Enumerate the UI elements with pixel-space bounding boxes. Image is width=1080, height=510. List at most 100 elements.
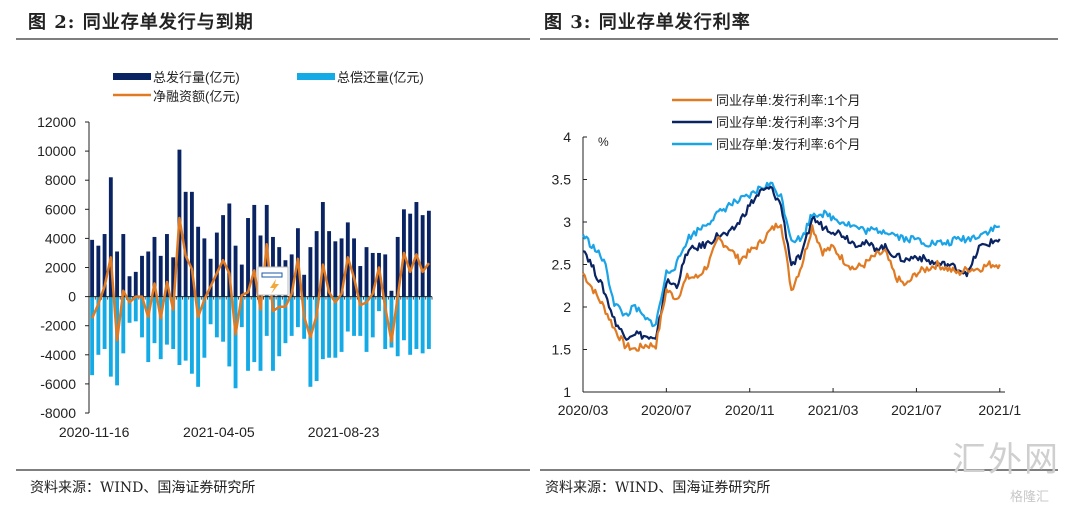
issue-bar	[239, 264, 244, 297]
issue-bar	[140, 255, 144, 297]
rate-line-1m	[582, 222, 1001, 352]
issue-bar	[314, 231, 319, 297]
repay-bar	[333, 296, 338, 358]
rate-line-3m	[582, 185, 1001, 341]
repay-bar	[289, 296, 294, 336]
repay-bar	[383, 296, 388, 349]
repay-bar	[264, 296, 269, 336]
y-tick-label: 12000	[37, 114, 76, 130]
y-tick-label: 8000	[45, 172, 76, 188]
repay-bar	[420, 296, 425, 354]
issue-bar	[289, 254, 294, 297]
repay-bar	[327, 296, 332, 358]
repay-bar	[389, 296, 394, 348]
repay-bar	[295, 296, 300, 328]
x-tick-label: 2021/07	[891, 402, 942, 418]
issue-bar	[221, 215, 226, 297]
repay-bar	[183, 296, 188, 361]
badge-icon-bar	[261, 272, 283, 278]
issue-bar	[302, 274, 307, 297]
repay-bar	[402, 296, 406, 341]
y-tick-label: 4000	[45, 230, 76, 246]
title-rule-right	[540, 38, 1058, 40]
repay-bar	[345, 296, 350, 332]
repay-bar	[277, 296, 282, 357]
repay-bar	[308, 296, 313, 387]
issue-bar	[358, 266, 363, 297]
issue-bar	[420, 215, 425, 297]
y-tick-label: -4000	[40, 347, 76, 363]
issue-bar	[165, 234, 169, 297]
issue-bar	[333, 241, 338, 297]
y-tick-label: 1.5	[552, 342, 572, 358]
watermark: 汇外网	[952, 440, 1060, 480]
repay-bar	[339, 296, 344, 352]
issue-bar	[233, 245, 238, 297]
repay-bar	[202, 296, 207, 358]
issue-bar	[383, 254, 388, 297]
issue-bar	[408, 213, 413, 297]
repay-bar	[140, 296, 144, 338]
repay-bar	[221, 296, 226, 342]
issue-bar	[339, 238, 344, 297]
y-unit-label: %	[598, 135, 609, 149]
issue-bar	[364, 247, 369, 297]
repay-bar	[395, 296, 400, 357]
repay-bar	[121, 296, 126, 354]
repay-bar	[370, 296, 375, 338]
repay-bar	[102, 296, 107, 349]
repay-bar	[283, 296, 288, 344]
x-tick-label: 2020/11	[725, 402, 775, 418]
issue-bar	[389, 290, 394, 297]
issue-bar	[96, 245, 101, 297]
figure-2-title: 图 2: 同业存单发行与到期	[28, 12, 254, 33]
issue-bar	[146, 251, 151, 297]
repay-bar	[314, 296, 319, 381]
issue-bar	[258, 235, 263, 297]
issue-bar	[252, 204, 257, 297]
repay-bar	[426, 296, 431, 349]
issue-bar	[108, 177, 113, 297]
repay-bar	[239, 296, 244, 328]
repay-bar	[208, 296, 213, 325]
legend-label: 总发行量(亿元)	[153, 70, 240, 85]
repay-bar	[414, 296, 419, 349]
issue-bar	[414, 202, 419, 297]
issue-bar	[115, 251, 119, 297]
issue-bar	[327, 231, 332, 297]
y-tick-label: 3.5	[552, 172, 572, 188]
repay-bar	[246, 296, 250, 371]
legend-label: 总偿还量(亿元)	[337, 70, 424, 85]
source-rule-left	[16, 469, 530, 471]
issue-bar	[133, 271, 138, 297]
x-tick-label: 2020/07	[641, 402, 692, 418]
x-tick-label: 2021-04-05	[183, 424, 255, 440]
issue-bar	[308, 247, 313, 297]
y-tick-label: 6000	[45, 201, 76, 217]
issue-bar	[189, 191, 194, 297]
issuance-rate-chart: 4 3.5 3 2.5 2 1.5 1% 2020/03 2020/07 2020/11 2021/…	[552, 93, 1022, 418]
repay-bar	[233, 296, 238, 389]
repay-bar	[133, 296, 138, 322]
legend-swatch	[297, 73, 335, 80]
issue-bar	[370, 252, 375, 297]
x-tick-label: 2020-11-16	[59, 424, 130, 440]
issue-bar	[227, 203, 232, 297]
y-tick-label: 0	[68, 289, 76, 305]
legend-swatch	[113, 73, 151, 80]
repay-bar	[227, 296, 232, 367]
repay-bar	[320, 296, 325, 360]
issue-bar	[395, 236, 400, 297]
y-tick-label: 10000	[37, 143, 76, 159]
issue-bar	[102, 234, 107, 297]
repay-bar	[358, 296, 363, 336]
x-tick-label: 2021/03	[808, 402, 859, 418]
repay-bar	[108, 296, 113, 377]
title-rule-left	[16, 38, 530, 40]
repay-bar	[127, 296, 132, 323]
repay-bar	[177, 296, 182, 365]
repay-bar	[364, 296, 369, 352]
legend-label: 同业存单:发行利率:6个月	[716, 137, 860, 152]
repay-bar	[90, 296, 95, 376]
repay-bar	[252, 296, 257, 363]
